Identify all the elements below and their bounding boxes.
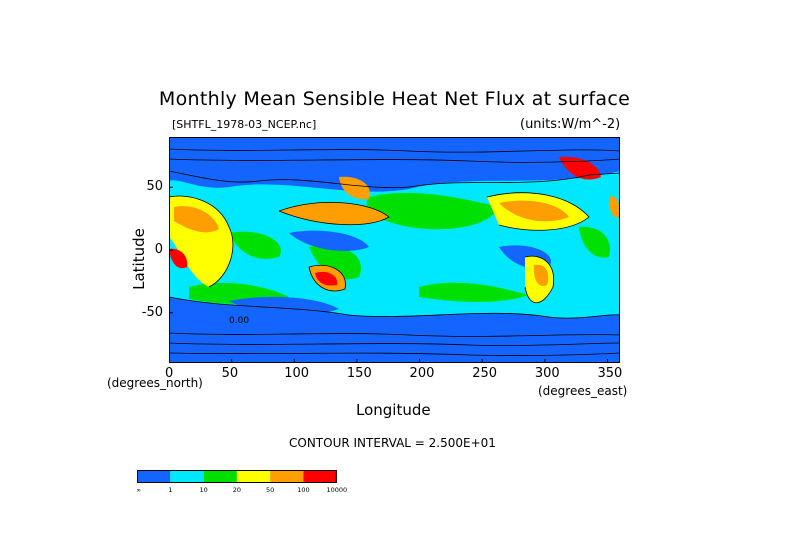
tick-marks	[169, 186, 608, 363]
colorbar: -∞ 1 10 20 50 100 10000	[137, 470, 347, 494]
y-unit-label: (degrees_north)	[107, 376, 203, 390]
file-label: [SHTFL_1978-03_NCEP.nc]	[172, 118, 317, 131]
land-region-south-america	[533, 264, 549, 287]
green-region	[579, 226, 610, 258]
colorbar-label: 50	[266, 486, 274, 494]
green-region	[419, 282, 529, 302]
north-band-region	[169, 137, 620, 192]
x-tick-label: 350	[597, 366, 623, 381]
units-label: (units:W/m^-2)	[520, 117, 621, 132]
x-tick-label: 200	[409, 366, 435, 381]
colorbar-label: 10	[199, 486, 207, 494]
inline-contour-label: 0.00	[229, 316, 249, 326]
y-tick-label: 50	[146, 179, 163, 195]
colorbar-swatch	[303, 470, 337, 483]
land-region-greenland	[559, 156, 601, 180]
blue-region	[289, 230, 369, 251]
colorbar-swatch	[236, 470, 271, 483]
x-axis-label: Longitude	[356, 401, 431, 419]
colorbar-swatch	[170, 470, 204, 483]
contour-lines	[169, 148, 620, 356]
colorbar-swatch	[203, 470, 237, 483]
x-unit-label: (degrees_east)	[538, 384, 628, 398]
colorbar-label: 10000	[326, 486, 347, 494]
chart-title: Monthly Mean Sensible Heat Net Flux at s…	[158, 88, 631, 110]
map-fields: 0.00	[169, 137, 620, 363]
green-region	[309, 245, 361, 280]
contour-interval: CONTOUR INTERVAL = 2.500E+01	[289, 436, 496, 450]
x-tick-label: 250	[472, 366, 498, 381]
y-tick-label: -50	[141, 304, 163, 320]
land-region-europe	[609, 196, 620, 218]
x-tick-label: 150	[346, 366, 372, 381]
heatmap-plot: 0.00	[169, 137, 620, 363]
x-tick-label: 0	[165, 366, 174, 381]
land-region-asia	[339, 176, 370, 200]
y-tick-label: 0	[154, 242, 163, 257]
y-axis-label: Latitude	[129, 228, 148, 290]
colorbar-label: 20	[233, 486, 241, 494]
x-tick-label: 100	[284, 366, 310, 381]
land-region-africa	[174, 206, 219, 233]
land-region-america	[499, 200, 569, 222]
colorbar-label: 100	[297, 486, 309, 494]
green-region	[229, 231, 281, 259]
colorbar-border	[137, 470, 337, 483]
green-region	[366, 192, 499, 230]
land-region-australia	[315, 271, 338, 286]
colorbar-label: 1	[168, 486, 172, 494]
x-tick-label: 300	[534, 366, 560, 381]
colorbar-swatch	[137, 470, 171, 483]
colorbar-label: -∞	[137, 486, 141, 494]
land-region-asia	[279, 202, 389, 225]
land-region-africa	[169, 248, 188, 269]
colorbar-swatch	[270, 470, 304, 483]
x-tick-label: 50	[221, 366, 239, 381]
